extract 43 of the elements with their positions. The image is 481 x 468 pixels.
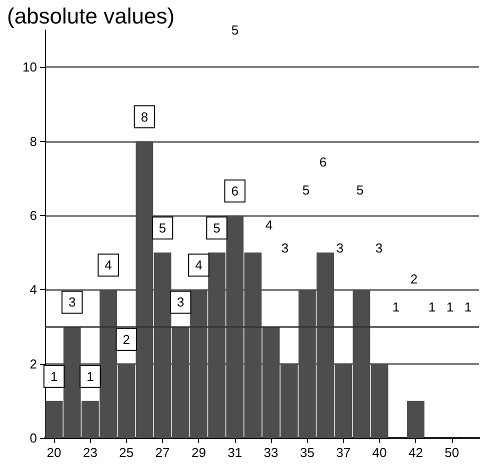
x-tick-label: 50 [444, 445, 460, 460]
annotation: 1 [464, 300, 472, 314]
data-label: 6 [231, 183, 238, 198]
annotation: 2 [410, 272, 418, 286]
x-tick-label: 42 [408, 445, 423, 460]
data-label: 4 [104, 258, 112, 273]
annotation: 5 [302, 182, 310, 198]
y-tick-label: 2 [30, 356, 37, 372]
annotation: 3 [281, 240, 289, 256]
data-label: 8 [140, 109, 148, 124]
x-tick-label: 37 [336, 445, 351, 460]
y-tick-label: 6 [30, 208, 37, 223]
annotation: 6 [319, 154, 327, 170]
y-tick-label: 8 [30, 134, 37, 149]
annotation: 3 [375, 240, 383, 256]
data-label: 5 [213, 220, 220, 236]
x-tick-label: 31 [228, 445, 242, 460]
annotation: 3 [336, 240, 344, 256]
annotation: 1 [428, 300, 436, 314]
y-tick-label: 4 [30, 282, 37, 298]
data-label: 3 [177, 294, 184, 310]
annotation: 4 [265, 218, 273, 232]
x-tick-label: 33 [264, 445, 278, 460]
x-tick-label: 40 [372, 445, 387, 460]
x-tick-label: 23 [82, 445, 98, 460]
chart-title: (absolute values) [7, 4, 175, 28]
x-tick-label: 27 [155, 445, 170, 460]
data-label: 1 [86, 368, 94, 384]
annotation: 5 [356, 182, 364, 198]
x-tick-label: 20 [46, 445, 62, 460]
data-label: 1 [50, 368, 58, 384]
x-tick-label: 35 [300, 445, 314, 460]
annotation: 5 [231, 22, 239, 38]
x-tick-label: 25 [119, 445, 134, 460]
data-label: 2 [122, 332, 130, 347]
annotation: 1 [446, 300, 454, 314]
data-label: 5 [158, 220, 166, 236]
y-tick-label: 0 [30, 430, 37, 446]
data-label: 4 [195, 258, 202, 273]
x-tick-label: 29 [191, 445, 206, 460]
annotation: 1 [392, 300, 400, 314]
y-tick-label: 10 [22, 60, 37, 75]
data-label: 3 [68, 294, 76, 310]
